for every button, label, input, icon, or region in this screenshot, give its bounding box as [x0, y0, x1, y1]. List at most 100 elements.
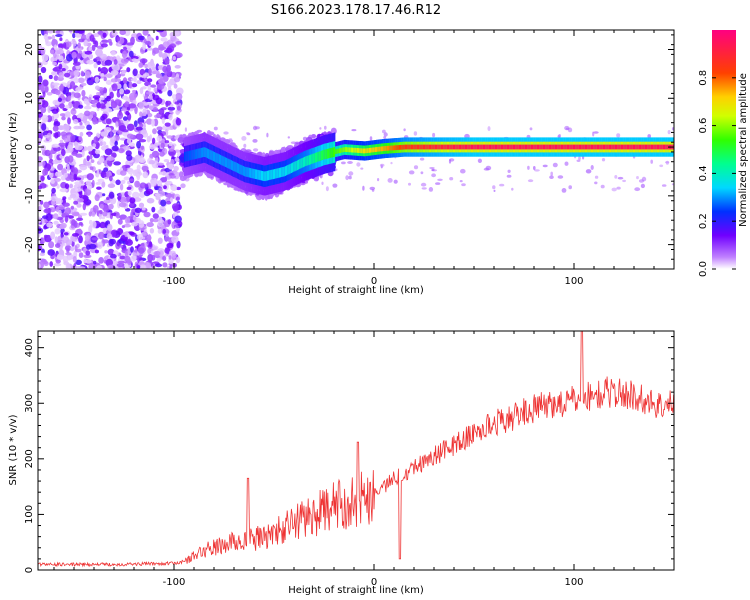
spectrogram-frame: [37, 29, 675, 270]
heatmap-ridge-cell: [239, 164, 241, 174]
heatmap-ridge-cell: [372, 147, 374, 153]
heatmap-ridge-cell: [542, 144, 545, 150]
heatmap-ridge-cell: [610, 144, 612, 150]
heatmap-ridge-cell: [248, 167, 251, 178]
heatmap-ridge-cell: [659, 144, 661, 150]
heatmap-signal-cell: [226, 183, 231, 188]
heatmap-ridge-cell: [425, 144, 427, 150]
heatmap-noise-cell: [103, 93, 107, 98]
heatmap-ridge-cell: [598, 144, 600, 150]
heatmap-ridge-cell: [575, 144, 577, 150]
heatmap-noise-cell: [83, 254, 92, 259]
heatmap-noise-cell: [83, 39, 88, 47]
heatmap-noise-cell: [98, 157, 105, 163]
heatmap-ridge-cell: [516, 144, 518, 150]
heatmap-faint-cell: [448, 159, 452, 164]
heatmap-ridge-cell: [287, 165, 289, 175]
heatmap-ridge-cell: [618, 144, 620, 150]
heatmap-noise-cell: [176, 210, 181, 214]
heatmap-noise-cell: [156, 83, 165, 90]
heatmap-noise-cell: [52, 99, 60, 105]
heatmap-ridge-cell: [337, 148, 339, 154]
heatmap-ridge-cell: [332, 147, 335, 158]
heatmap-ridge-cell: [191, 150, 193, 160]
heatmap-noise-cell: [98, 138, 104, 143]
heatmap-noise-cell: [52, 61, 57, 66]
snr-ytick-label: 200: [24, 449, 35, 468]
heatmap-noise-cell: [138, 247, 145, 254]
heatmap-noise-cell: [114, 140, 118, 146]
heatmap-ridge-cell: [214, 152, 216, 162]
heatmap-ridge-cell: [414, 144, 416, 150]
heatmap-ridge-cell: [511, 144, 513, 150]
heatmap-ridge-cell: [492, 144, 494, 150]
heatmap-faint-cell: [335, 168, 338, 171]
heatmap-faint-cell: [345, 175, 349, 181]
snr-panel: -100 0 100 0 100 200 300 400 Height of straight…: [8, 330, 675, 596]
heatmap-noise-cell: [100, 67, 109, 75]
heatmap-signal-cell: [233, 187, 240, 191]
heatmap-noise-cell: [166, 64, 171, 73]
heatmap-noise-cell: [171, 203, 179, 211]
heatmap-noise-cell: [98, 231, 105, 240]
heatmap-noise-cell: [78, 235, 83, 244]
heatmap-noise-cell: [153, 250, 161, 256]
heatmap-ridge-cell: [503, 144, 505, 150]
heatmap-noise-cell: [57, 97, 63, 103]
heatmap-ridge-cell: [569, 144, 571, 150]
heatmap-noise-cell: [65, 53, 73, 62]
heatmap-faint-cell: [667, 130, 671, 135]
heatmap-noise-cell: [48, 150, 57, 155]
heatmap-ridge-cell: [250, 168, 252, 178]
heatmap-noise-cell: [104, 59, 113, 66]
spectrogram-ytick-label: 10: [24, 92, 35, 105]
heatmap-noise-cell: [159, 151, 165, 157]
heatmap-ridge-cell: [608, 144, 611, 150]
heatmap-ridge-cell: [458, 144, 461, 150]
heatmap-faint-cell: [617, 176, 624, 180]
heatmap-noise-cell: [77, 266, 86, 269]
heatmap-noise-cell: [115, 179, 121, 186]
heatmap-faint-cell: [287, 136, 290, 139]
heatmap-signal-cell: [178, 137, 185, 141]
heatmap-noise-cell: [60, 131, 67, 137]
heatmap-faint-cell: [665, 160, 670, 165]
heatmap-ridge-cell: [539, 144, 541, 150]
heatmap-faint-cell: [477, 158, 482, 163]
heatmap-noise-cell: [147, 61, 155, 69]
heatmap-noise-cell: [72, 256, 77, 263]
heatmap-noise-cell: [103, 160, 108, 166]
snr-ytick-label: 400: [24, 338, 35, 357]
heatmap-noise-cell: [172, 56, 176, 61]
heatmap-noise-cell: [161, 117, 165, 124]
heatmap-ridge-cell: [568, 144, 570, 150]
heatmap-ridge-cell: [622, 144, 624, 150]
heatmap-noise-cell: [80, 82, 87, 86]
heatmap-noise-cell: [141, 58, 146, 66]
heatmap-faint-cell: [377, 178, 380, 182]
heatmap-ridge-cell: [336, 148, 338, 154]
heatmap-faint-cell: [616, 186, 621, 190]
heatmap-faint-cell: [661, 184, 667, 187]
heatmap-ridge-cell: [298, 159, 300, 170]
heatmap-ridge-cell: [306, 156, 308, 166]
heatmap-noise-cell: [96, 186, 102, 190]
heatmap-noise-cell: [135, 133, 144, 140]
heatmap-ridge-cell: [342, 147, 344, 153]
heatmap-noise-cell: [89, 219, 93, 225]
heatmap-noise-cell: [86, 155, 90, 162]
heatmap-noise-cell: [134, 207, 142, 213]
heatmap-noise-cell: [62, 107, 68, 112]
heatmap-noise-cell: [40, 106, 47, 114]
heatmap-ridge-cell: [556, 144, 558, 150]
heatmap-noise-cell: [71, 51, 77, 59]
heatmap-ridge-cell: [434, 144, 437, 150]
heatmap-ridge-cell: [496, 144, 498, 150]
heatmap-ridge-cell: [508, 144, 510, 150]
heatmap-noise-cell: [146, 91, 154, 95]
heatmap-ridge-cell: [385, 146, 387, 151]
heatmap-faint-cell: [493, 189, 496, 192]
heatmap-ridge-cell: [328, 148, 330, 159]
heatmap-ridge-cell: [292, 162, 294, 173]
heatmap-noise-cell: [138, 62, 143, 68]
